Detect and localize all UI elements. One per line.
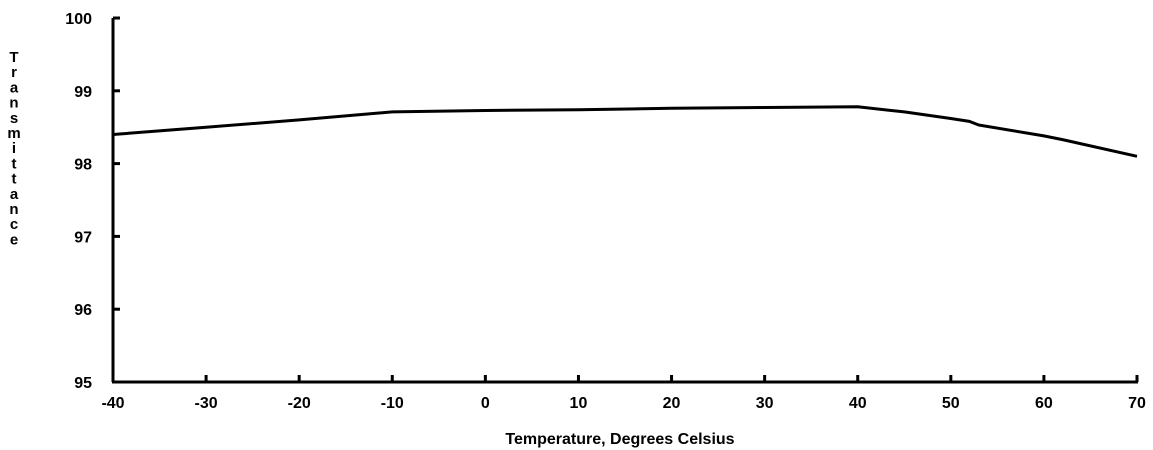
y-tick-label: 97 <box>74 229 92 246</box>
y-axis-label-letter: r <box>11 64 17 81</box>
x-tick-label: 50 <box>942 395 960 412</box>
x-tick-label: 10 <box>570 395 588 412</box>
y-axis-label-letter: a <box>10 79 19 96</box>
y-axis-label-letter: t <box>12 171 17 188</box>
y-axis-label-letter: s <box>10 110 18 127</box>
x-tick-label: 0 <box>481 395 490 412</box>
y-axis-label-letter: e <box>10 231 18 248</box>
y-axis-label-letter: m <box>7 125 20 142</box>
y-axis-label-letter: t <box>12 155 17 172</box>
y-tick-label: 96 <box>74 302 92 319</box>
series-lines <box>112 105 1138 158</box>
y-axis-label-letter: c <box>10 216 18 233</box>
x-axis-label: Temperature, Degrees Celsius <box>505 431 734 448</box>
y-tick-label: 100 <box>65 11 92 28</box>
x-axis-ticks: -40 -30 -20 -10 0 10 20 30 40 50 60 70 <box>101 375 1146 412</box>
x-tick-label: 70 <box>1128 395 1146 412</box>
y-axis-label-letter: a <box>10 186 19 203</box>
y-axis-label-letter: n <box>9 95 18 112</box>
x-tick-label: 30 <box>756 395 774 412</box>
x-tick-label: 40 <box>849 395 867 412</box>
y-axis-label-letter: i <box>12 140 16 157</box>
y-axis-ticks: 95 96 97 98 99 100 <box>65 11 120 392</box>
plot-axes <box>111 18 1138 384</box>
x-tick-label: -10 <box>381 395 404 412</box>
x-tick-label: -30 <box>195 395 218 412</box>
y-tick-label: 95 <box>74 375 92 392</box>
x-tick-label: -40 <box>101 395 124 412</box>
y-axis-label-letter: T <box>9 49 18 66</box>
x-tick-label: -20 <box>288 395 311 412</box>
series-line <box>112 105 1138 158</box>
x-tick-label: 20 <box>663 395 681 412</box>
y-tick-label: 98 <box>74 157 92 174</box>
y-tick-label: 99 <box>74 84 92 101</box>
x-tick-label: 60 <box>1035 395 1053 412</box>
y-axis-label-letter: n <box>9 201 18 218</box>
